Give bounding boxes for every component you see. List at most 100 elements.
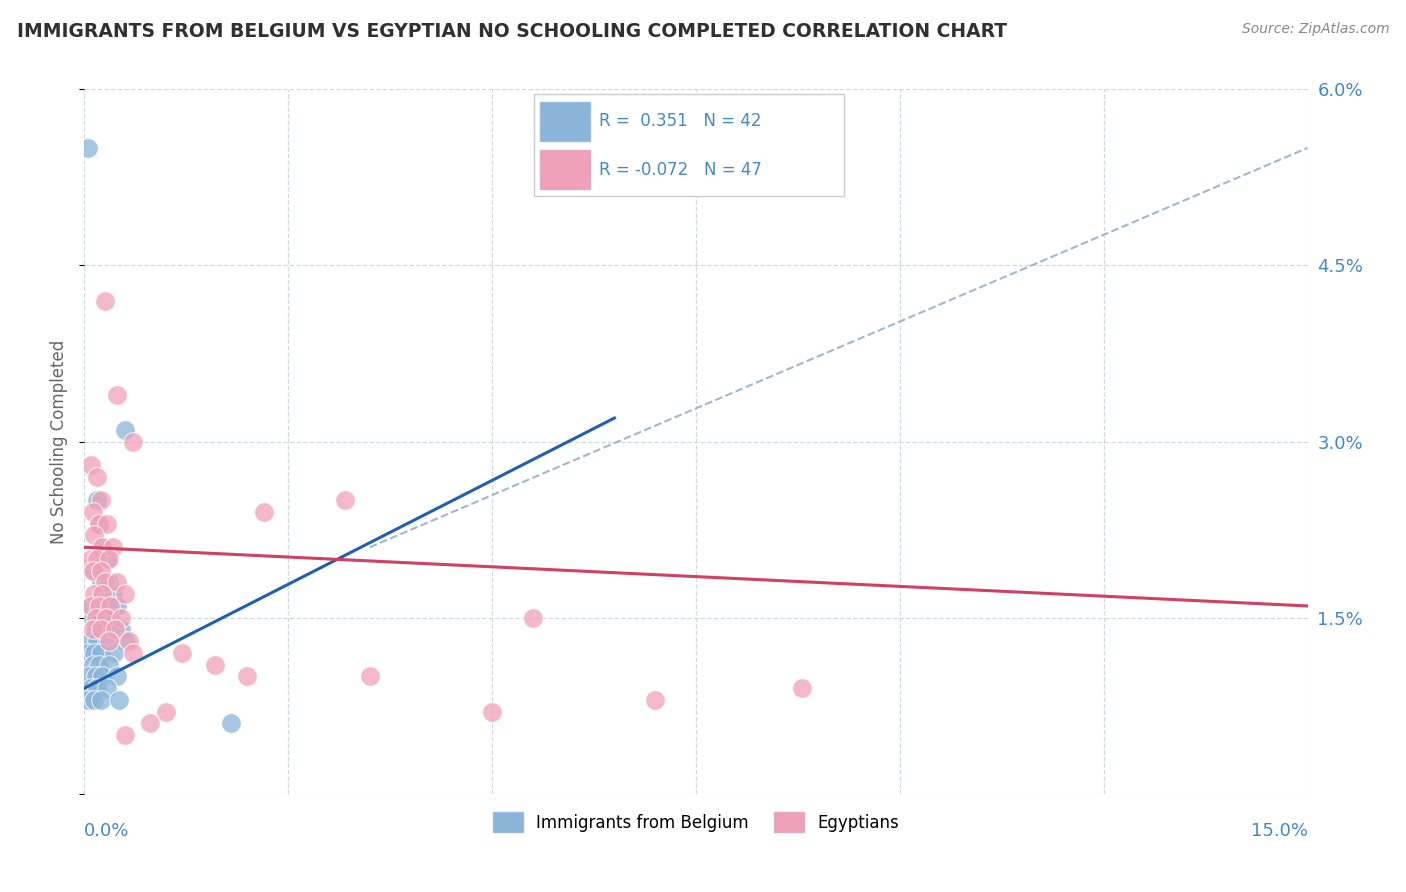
Point [107,693,129,707]
Text: R =  0.351   N = 42: R = 0.351 N = 42 [599,112,762,130]
Point [82,657,104,672]
Point [110,623,132,637]
Text: 0.0%: 0.0% [84,822,129,840]
Y-axis label: No Schooling Completed: No Schooling Completed [51,340,69,543]
Point [83,587,105,601]
Point [103,646,125,660]
Point [97,552,120,566]
Text: IMMIGRANTS FROM BELGIUM VS EGYPTIAN NO SCHOOLING COMPLETED CORRELATION CHART: IMMIGRANTS FROM BELGIUM VS EGYPTIAN NO S… [17,22,1007,41]
Point [96,681,118,696]
Point [105,575,128,590]
Point [84,669,107,683]
Point [138,716,160,731]
Point [105,599,128,613]
Point [335,493,357,508]
Point [82,564,104,578]
Point [86,681,108,696]
Point [104,623,127,637]
FancyBboxPatch shape [534,94,844,196]
Text: R = -0.072   N = 47: R = -0.072 N = 47 [599,161,762,178]
Point [90,623,112,637]
Point [359,669,381,683]
Point [90,493,112,508]
Point [91,669,114,683]
Point [122,434,145,449]
Point [80,599,103,613]
Point [100,610,122,624]
Point [253,505,276,519]
Point [101,540,124,554]
Point [100,599,122,613]
Point [80,634,103,648]
Point [101,587,124,601]
Point [90,646,112,660]
Point [77,646,100,660]
Point [87,516,110,531]
Point [219,716,242,731]
FancyBboxPatch shape [540,150,591,189]
Point [83,693,105,707]
Point [105,387,128,401]
Point [481,705,503,719]
Point [87,610,110,624]
Text: Source: ZipAtlas.com: Source: ZipAtlas.com [1241,22,1389,37]
Point [118,634,141,648]
Legend: Immigrants from Belgium, Egyptians: Immigrants from Belgium, Egyptians [486,805,905,838]
Point [77,141,100,155]
Point [87,657,110,672]
Point [114,728,136,742]
Point [96,516,118,531]
Point [122,646,145,660]
Point [82,505,104,519]
Point [96,552,118,566]
Point [236,669,259,683]
Point [86,552,108,566]
Point [644,693,666,707]
Point [93,599,115,613]
Point [90,693,112,707]
Point [84,610,107,624]
Point [83,646,105,660]
Point [155,705,177,719]
Point [105,669,128,683]
Point [84,623,107,637]
Point [172,646,194,660]
Point [80,681,103,696]
Text: 15.0%: 15.0% [1250,822,1308,840]
Point [80,552,103,566]
Point [90,575,112,590]
FancyBboxPatch shape [540,102,591,141]
Point [82,610,104,624]
Point [83,528,105,542]
Point [790,681,813,696]
Point [93,293,115,308]
Point [94,610,117,624]
Point [80,458,103,472]
Point [76,693,98,707]
Point [91,540,114,554]
Point [114,634,136,648]
Point [96,634,118,648]
Point [87,599,110,613]
Point [97,634,120,648]
Point [97,657,120,672]
Point [83,564,105,578]
Point [90,564,112,578]
Point [204,657,226,672]
Point [86,493,108,508]
Point [93,575,115,590]
Point [110,610,132,624]
Point [86,634,108,648]
Point [86,469,108,483]
Point [522,610,544,624]
Point [91,587,114,601]
Point [97,575,120,590]
Point [114,587,136,601]
Point [87,516,110,531]
Point [91,540,114,554]
Point [77,669,100,683]
Point [114,423,136,437]
Point [82,623,104,637]
Point [91,623,114,637]
Point [80,599,103,613]
